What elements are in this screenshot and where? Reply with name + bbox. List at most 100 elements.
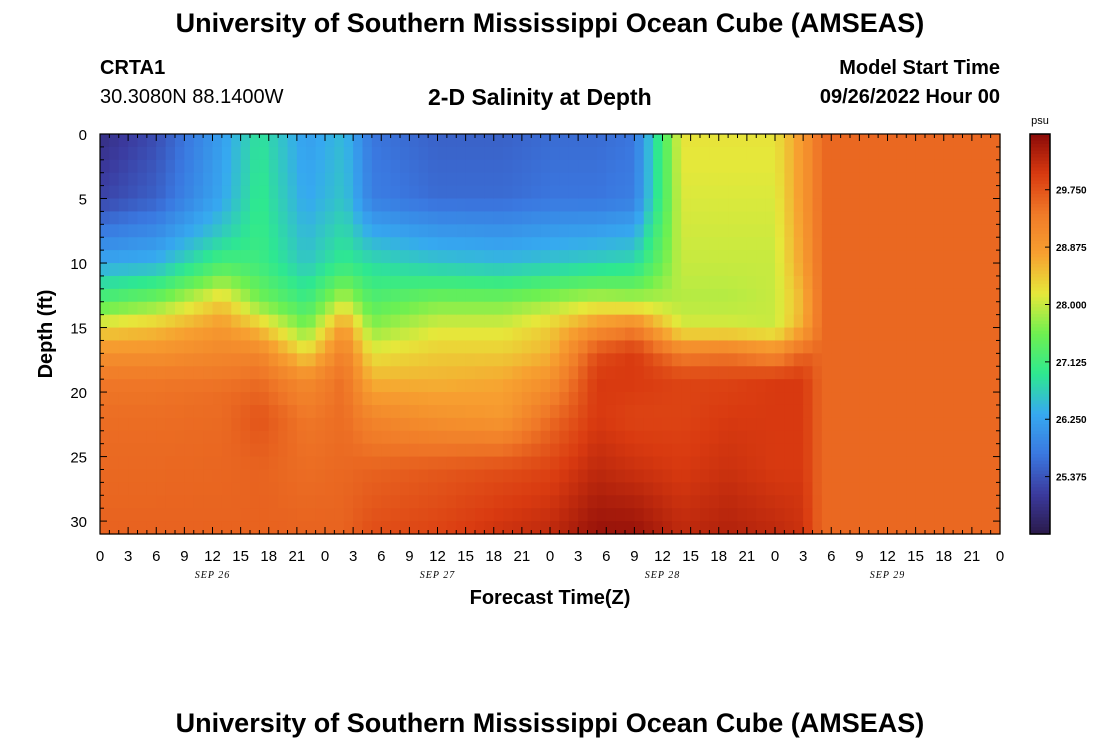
heatmap-cell (596, 288, 607, 303)
heatmap-cell (746, 417, 757, 432)
heatmap-cell (362, 314, 373, 329)
heatmap-cell (962, 327, 973, 342)
heatmap-cell (568, 495, 579, 509)
heatmap-cell (250, 159, 260, 174)
heatmap-cell (643, 146, 654, 161)
heatmap-cell (634, 521, 645, 535)
heatmap-cell (503, 340, 514, 354)
heatmap-cell (840, 288, 851, 303)
heatmap-cell (896, 482, 907, 496)
heatmap-cell (475, 146, 485, 161)
heatmap-cell (868, 159, 879, 174)
heatmap-cell (278, 327, 289, 342)
heatmap-cell (128, 521, 139, 535)
heatmap-cell (193, 353, 204, 367)
heatmap-cell (484, 443, 495, 458)
heatmap-cell (559, 275, 570, 290)
heatmap-cell (165, 198, 176, 213)
heatmap-cell (615, 211, 626, 225)
heatmap-cell (953, 340, 964, 354)
heatmap-cell (371, 172, 382, 187)
heatmap-cell (765, 224, 776, 238)
heatmap-cell (418, 443, 429, 458)
heatmap-cell (109, 288, 120, 303)
heatmap-cell (287, 224, 298, 238)
heatmap-cell (475, 185, 485, 200)
heatmap-cell (240, 250, 251, 264)
colorbar-segment (1030, 494, 1050, 498)
heatmap-cell (465, 250, 476, 264)
heatmap-cell (259, 392, 270, 406)
heatmap-cell (756, 250, 767, 264)
heatmap-cell (746, 301, 757, 316)
heatmap-cell (203, 379, 214, 393)
colorbar-segment (1030, 410, 1050, 415)
heatmap-cell (793, 275, 804, 290)
heatmap-cell (953, 392, 964, 406)
heatmap-cell (221, 353, 232, 367)
heatmap-cell (653, 198, 664, 213)
x-tick-label: 6 (377, 548, 385, 565)
heatmap-cell (250, 404, 260, 419)
heatmap-cell (334, 159, 345, 174)
heatmap-cell (831, 327, 842, 342)
heatmap-cell (803, 469, 814, 483)
heatmap-cell (981, 392, 992, 406)
heatmap-cell (475, 275, 485, 290)
heatmap-cell (418, 185, 429, 200)
heatmap-cell (943, 366, 954, 380)
heatmap-cell (137, 379, 148, 393)
heatmap-cell (568, 211, 579, 225)
heatmap-cell (568, 288, 579, 303)
heatmap-cell (728, 430, 739, 445)
heatmap-cell (118, 211, 129, 225)
heatmap-cell (287, 392, 298, 406)
heatmap-cell (437, 456, 448, 471)
heatmap-cell (418, 469, 429, 483)
heatmap-cell (812, 495, 823, 509)
heatmap-cell (250, 366, 260, 380)
heatmap-cell (981, 430, 992, 445)
heatmap-cell (221, 521, 232, 535)
colorbar-segment (1030, 460, 1050, 465)
heatmap-cell (625, 198, 635, 213)
heatmap-cell (643, 456, 654, 471)
heatmap-cell (175, 327, 185, 342)
heatmap-cell (446, 146, 457, 161)
heatmap-cell (653, 159, 664, 174)
heatmap-cell (925, 198, 935, 213)
heatmap-cell (381, 134, 392, 148)
heatmap-cell (840, 134, 851, 148)
heatmap-cell (128, 379, 139, 393)
heatmap-cell (803, 392, 814, 406)
heatmap-cell (765, 250, 776, 264)
heatmap-cell (878, 250, 889, 264)
heatmap-cell (962, 469, 973, 483)
heatmap-cell (240, 314, 251, 329)
heatmap-cell (287, 263, 298, 277)
heatmap-cell (662, 314, 673, 329)
heatmap-cell (353, 379, 364, 393)
heatmap-cell (915, 392, 926, 406)
heatmap-cell (146, 301, 157, 316)
heatmap-cell (371, 159, 382, 174)
heatmap-cell (437, 224, 448, 238)
heatmap-cell (990, 469, 1001, 483)
heatmap-cell (596, 404, 607, 419)
heatmap-cell (484, 159, 495, 174)
heatmap-cell (409, 353, 420, 367)
heatmap-cell (615, 301, 626, 316)
heatmap-cell (765, 211, 776, 225)
heatmap-cell (634, 379, 645, 393)
heatmap-cell (493, 469, 504, 483)
heatmap-cell (653, 482, 664, 496)
heatmap-cell (550, 250, 560, 264)
heatmap-cell (568, 263, 579, 277)
colorbar-segment (1030, 140, 1050, 145)
heatmap-cell (850, 417, 860, 432)
heatmap-cell (850, 224, 860, 238)
heatmap-cell (250, 185, 260, 200)
heatmap-cell (812, 482, 823, 496)
heatmap-cell (700, 404, 710, 419)
heatmap-cell (325, 482, 335, 496)
